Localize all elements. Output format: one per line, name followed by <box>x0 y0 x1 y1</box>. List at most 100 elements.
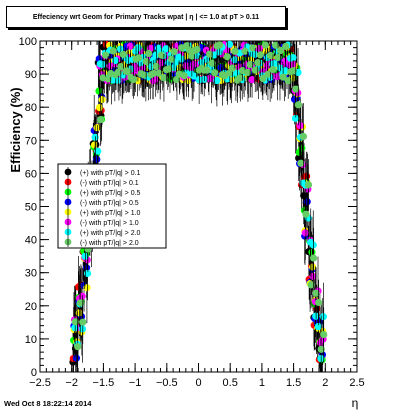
x-tick-label: 1 <box>259 377 265 389</box>
x-axis-label: η <box>352 396 359 410</box>
data-point <box>246 60 254 69</box>
x-tick-label: 2 <box>322 377 328 389</box>
data-point <box>216 41 224 49</box>
data-point <box>266 51 275 60</box>
data-point <box>211 69 219 77</box>
data-point <box>213 76 221 85</box>
x-tick-label: 0.5 <box>223 377 238 389</box>
data-point <box>157 51 166 59</box>
y-tick-label: 70 <box>25 135 37 147</box>
y-tick-label: 60 <box>25 168 37 180</box>
data-point <box>167 55 176 63</box>
data-point <box>190 72 198 80</box>
x-tick-label: −0.5 <box>156 377 178 389</box>
data-point <box>317 345 325 353</box>
data-point <box>170 48 178 56</box>
data-point <box>261 41 269 49</box>
x-tick-label: 2.5 <box>349 377 364 389</box>
data-point <box>117 63 125 71</box>
x-tick-label: −2.5 <box>29 377 51 389</box>
data-point <box>292 85 300 93</box>
legend-label: (-) with pT/|q| > 2.0 <box>80 240 139 247</box>
data-point <box>289 54 297 62</box>
data-point <box>140 71 148 79</box>
data-point <box>228 64 237 72</box>
data-point <box>291 114 300 122</box>
y-tick-label: 90 <box>25 69 37 81</box>
data-point <box>304 181 313 189</box>
data-point <box>155 69 163 77</box>
data-point <box>150 69 158 77</box>
data-point <box>271 59 279 68</box>
data-point <box>79 318 87 326</box>
data-point <box>279 73 287 81</box>
data-point <box>259 74 267 83</box>
data-point <box>282 42 290 50</box>
legend-label: (-) with pT/|q| > 1.0 <box>80 220 139 227</box>
data-point <box>145 49 153 58</box>
y-tick-label: 10 <box>25 334 37 346</box>
data-point <box>152 62 160 71</box>
data-point <box>129 75 138 84</box>
data-point <box>208 59 216 67</box>
data-point <box>231 47 239 55</box>
data-point <box>134 54 143 62</box>
legend-label: (+) with pT/|q| > 1.0 <box>80 210 141 217</box>
data-point <box>315 298 323 307</box>
data-point <box>256 51 264 59</box>
data-point <box>111 56 120 65</box>
y-tick-label: 80 <box>25 102 37 114</box>
data-point <box>95 87 103 95</box>
y-tick-label: 100 <box>19 36 37 48</box>
data-point <box>297 159 305 167</box>
data-point <box>274 53 282 62</box>
data-point <box>71 318 79 326</box>
data-point <box>269 66 277 74</box>
data-point <box>241 47 249 55</box>
y-axis-label: Efficiency (%) <box>8 87 23 172</box>
data-point <box>119 50 127 59</box>
legend-box <box>57 163 167 249</box>
x-tick-label: 1.5 <box>286 377 301 389</box>
chart-title: Effeciency wrt Geom for Primary Tracks w… <box>6 6 286 28</box>
data-point <box>302 210 310 218</box>
data-point <box>142 57 150 66</box>
data-point <box>126 42 134 50</box>
data-point <box>205 50 214 58</box>
data-point <box>236 74 244 82</box>
data-point <box>271 41 280 49</box>
data-point <box>76 299 84 307</box>
data-point <box>225 40 234 48</box>
data-point <box>162 45 170 53</box>
legend-label: (+) with pT/|q| > 0.5 <box>80 190 141 197</box>
data-point <box>124 68 133 76</box>
data-point <box>299 132 308 141</box>
data-point <box>90 141 99 149</box>
data-point <box>277 46 285 55</box>
data-point <box>314 322 322 331</box>
y-tick-label: 40 <box>25 235 37 247</box>
data-point <box>160 74 168 82</box>
y-tick-label: 30 <box>25 268 37 280</box>
data-point <box>307 281 315 289</box>
data-point <box>249 44 257 52</box>
data-point <box>74 343 82 351</box>
data-point <box>165 65 173 73</box>
data-point <box>109 47 117 55</box>
data-point <box>251 66 259 74</box>
data-point <box>180 72 188 80</box>
y-tick-label: 0 <box>31 367 37 379</box>
legend-label: (+) with pT/|q| > 0.1 <box>80 170 141 177</box>
data-point <box>248 75 256 84</box>
data-point <box>284 77 292 85</box>
x-tick-label: −1.5 <box>93 377 115 389</box>
timestamp-footer: Wed Oct 8 18:22:14 2014 <box>4 399 92 408</box>
data-point <box>203 66 211 74</box>
data-point <box>173 75 181 84</box>
data-point <box>312 289 320 297</box>
data-point <box>96 115 105 124</box>
x-tick-label: −2 <box>65 377 78 389</box>
data-point <box>264 70 272 78</box>
